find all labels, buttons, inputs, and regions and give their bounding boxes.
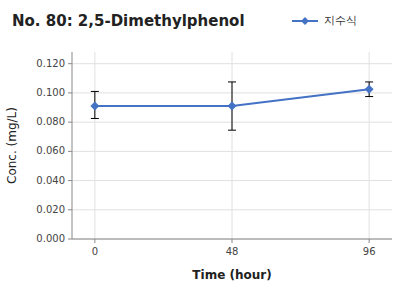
- chart: 0.000 0.020 0.040 0.060 0.080 0.100 0.120 0 48 96…: [0, 0, 404, 289]
- y-tick: [68, 151, 72, 152]
- y-tick-label: 0.120: [36, 58, 65, 69]
- point-marker: [228, 102, 237, 111]
- error-bar: [365, 82, 373, 97]
- y-tick: [68, 239, 72, 240]
- y-tick-label: 0.100: [36, 87, 65, 98]
- y-grid-line: [72, 239, 392, 240]
- x-tick: [232, 239, 233, 243]
- error-bar: [91, 91, 99, 118]
- x-tick-label: 96: [363, 246, 376, 257]
- x-tick-label: 0: [92, 246, 98, 257]
- error-bar: [228, 82, 236, 130]
- x-grid-line: [232, 52, 233, 239]
- grid: [72, 52, 392, 239]
- y-tick: [68, 63, 72, 64]
- y-tick: [68, 92, 72, 93]
- y-tick-label: 0.040: [36, 175, 65, 186]
- y-tick-label: 0.080: [36, 116, 65, 127]
- legend-label: 지수식: [324, 14, 357, 27]
- y-tick: [68, 180, 72, 181]
- y-tick: [68, 122, 72, 123]
- x-tick-label: 48: [226, 246, 239, 257]
- y-tick-label: 0.060: [36, 145, 65, 156]
- x-grid-line: [94, 52, 95, 239]
- y-axis-label: Conc. (mg/L): [5, 107, 19, 184]
- x-axis-line: [72, 239, 392, 240]
- x-tick: [369, 239, 370, 243]
- x-axis-label: Time (hour): [192, 268, 271, 282]
- ticks: 0.000 0.020 0.040 0.060 0.080 0.100 0.120 0 48 96: [36, 58, 375, 257]
- point-marker: [90, 102, 99, 111]
- x-grid-line: [369, 52, 370, 239]
- point-marker: [365, 85, 374, 94]
- y-tick-label: 0.020: [36, 204, 65, 215]
- plot-data: [90, 82, 373, 130]
- legend: 지수식: [292, 14, 357, 27]
- y-tick: [68, 209, 72, 210]
- legend-marker: [301, 17, 309, 25]
- title: No. 80: 2,5-Dimethylphenol: [12, 12, 245, 30]
- x-tick: [94, 239, 95, 243]
- y-axis-line: [72, 52, 73, 239]
- y-tick-label: 0.000: [36, 233, 65, 244]
